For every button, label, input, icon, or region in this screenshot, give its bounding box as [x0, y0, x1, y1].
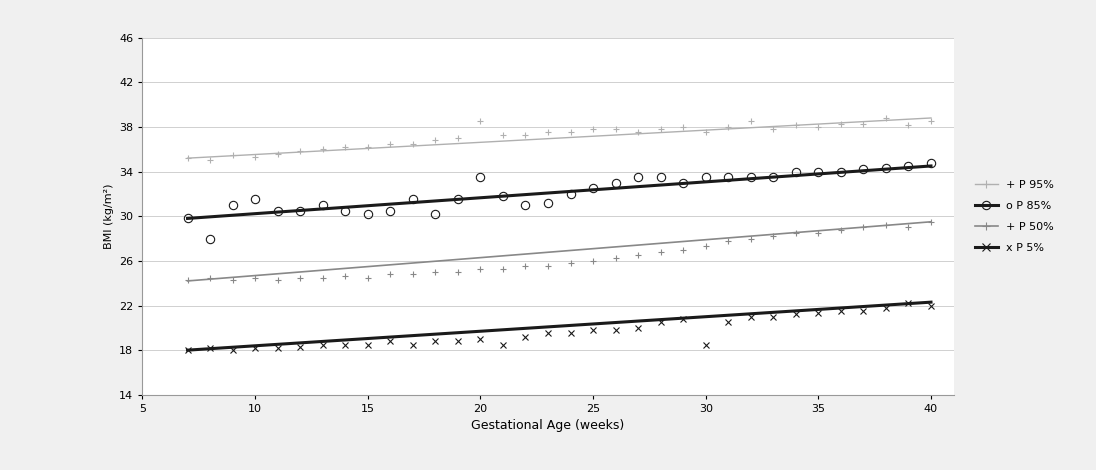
Legend: + P 95%, o P 85%, + P 50%, x P 5%: + P 95%, o P 85%, + P 50%, x P 5%: [975, 180, 1054, 253]
X-axis label: Gestational Age (weeks): Gestational Age (weeks): [471, 419, 625, 432]
Y-axis label: BMI (kg/m²): BMI (kg/m²): [104, 183, 114, 249]
